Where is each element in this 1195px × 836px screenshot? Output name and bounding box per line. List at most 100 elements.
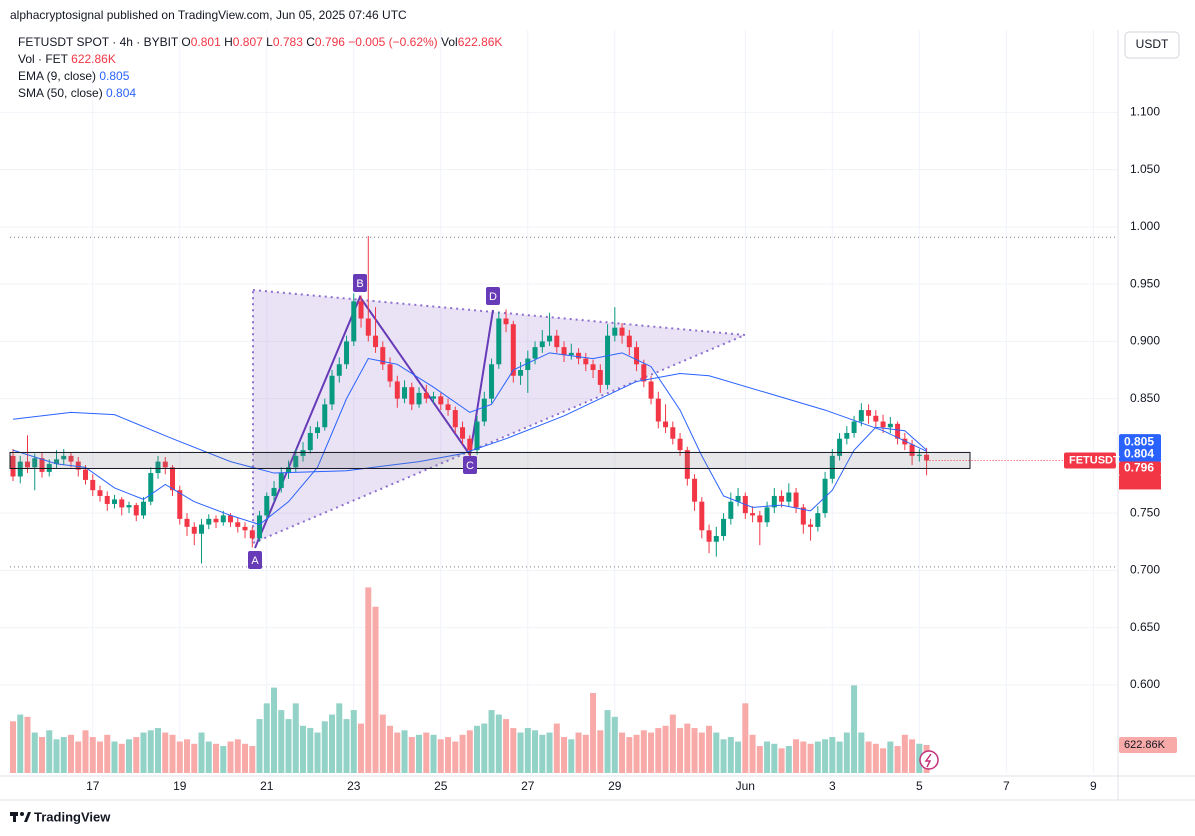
- volume-bar: [901, 734, 908, 773]
- ohlc-value: 0.801: [190, 35, 221, 49]
- currency-button-label: USDT: [1136, 37, 1169, 51]
- volume-bar: [822, 739, 829, 773]
- candle-body: [793, 492, 799, 508]
- x-tick-label: 9: [1090, 779, 1097, 793]
- publisher-line: alphacryptosignal published on TradingVi…: [10, 8, 407, 22]
- volume-bar: [307, 728, 314, 773]
- candle-body: [822, 478, 828, 514]
- volume-bar: [118, 743, 125, 773]
- candle-body: [547, 335, 553, 342]
- volume-bar: [46, 730, 53, 773]
- volume-bar: [807, 743, 814, 773]
- volume-bar: [785, 746, 792, 773]
- y-tick-label: 1.100: [1130, 105, 1160, 119]
- volume-bar: [256, 719, 263, 773]
- volume-bar: [430, 734, 437, 773]
- indicator-line: [12, 352, 927, 526]
- candle-body: [32, 458, 38, 468]
- candle-body: [90, 479, 96, 491]
- volume-bar: [756, 746, 763, 773]
- y-tick-label: 0.600: [1130, 677, 1160, 691]
- y-tick-label: 0.750: [1130, 505, 1160, 519]
- candle-body: [800, 507, 806, 525]
- candle-body: [68, 455, 74, 462]
- volume-bar: [771, 743, 778, 773]
- candle-body: [402, 387, 408, 399]
- volume-bar: [568, 739, 575, 773]
- volume-pane: [10, 587, 930, 773]
- volume-bar: [843, 732, 850, 773]
- candle-body: [518, 370, 524, 376]
- candle-body: [126, 505, 132, 508]
- candle-body: [692, 478, 698, 502]
- candle-body: [249, 530, 255, 539]
- sma-badge-bg: [1119, 446, 1161, 463]
- pattern-label: D: [489, 291, 497, 303]
- countdown-bg: [1119, 475, 1161, 490]
- volume-bar: [372, 606, 379, 773]
- candle-body: [677, 438, 683, 451]
- volume-bar: [720, 739, 727, 773]
- volume-bar: [662, 725, 669, 773]
- volume-bar: [590, 693, 597, 773]
- candle-body: [815, 513, 821, 527]
- candle-body: [532, 347, 538, 359]
- candle-body: [460, 427, 466, 439]
- volume-bar: [24, 716, 31, 773]
- candle-body: [293, 455, 299, 468]
- candle-body: [177, 490, 183, 519]
- volume-bar: [684, 723, 691, 773]
- candle-body: [539, 341, 545, 348]
- symbol-title: FETUSDT SPOT · 4h · BYBIT: [18, 35, 179, 49]
- candle-body: [235, 522, 241, 527]
- volume-bar: [379, 714, 386, 773]
- x-tick-label: 17: [86, 779, 100, 793]
- vol-value: 622.86K: [457, 35, 503, 49]
- volume-bar: [829, 737, 836, 773]
- candle-body: [83, 469, 89, 480]
- volume-bar: [314, 732, 321, 773]
- volume-bar: [437, 739, 444, 773]
- volume-bar: [140, 732, 147, 773]
- volume-bar: [60, 737, 67, 773]
- candle-body: [612, 327, 618, 336]
- volume-bar: [532, 730, 539, 773]
- volume-bar: [778, 748, 785, 773]
- volume-bar: [278, 710, 285, 773]
- volume-bar: [198, 732, 205, 773]
- currency-button[interactable]: [1124, 31, 1180, 59]
- ema-value: 0.805: [99, 69, 130, 83]
- candle-body: [576, 352, 582, 359]
- volume-badge-bg: [1119, 737, 1177, 754]
- ema-name: EMA (9, close): [18, 69, 97, 83]
- candle-body: [873, 415, 879, 422]
- candle-body: [104, 495, 110, 504]
- candle-body: [634, 347, 640, 365]
- volume-bar: [358, 723, 365, 773]
- candle-body: [46, 463, 52, 472]
- candle-body: [481, 398, 487, 422]
- candle-body: [670, 427, 676, 439]
- candle-body: [750, 513, 756, 516]
- volume-bar: [365, 587, 372, 773]
- candle-body: [924, 454, 930, 461]
- vol-line-key: Vol · FET: [18, 52, 68, 66]
- volume-bar: [227, 741, 234, 773]
- volume-bar: [633, 734, 640, 773]
- candle-body: [162, 461, 168, 468]
- candle-body: [141, 501, 147, 516]
- volume-bar: [242, 743, 249, 773]
- candle-body: [757, 515, 763, 523]
- candle-body: [510, 324, 516, 376]
- volume-bar: [510, 728, 517, 773]
- y-tick-label: 0.900: [1130, 334, 1160, 348]
- x-tick-label: Jun: [736, 779, 755, 793]
- sma-badge: 0.804: [1124, 446, 1154, 460]
- ohlc-value: 0.807: [232, 35, 263, 49]
- ema-badge: 0.805: [1124, 434, 1154, 448]
- volume-bar: [749, 734, 756, 773]
- vol-key: Vol: [441, 35, 458, 49]
- candle-body: [525, 358, 531, 371]
- candle-body: [300, 450, 306, 456]
